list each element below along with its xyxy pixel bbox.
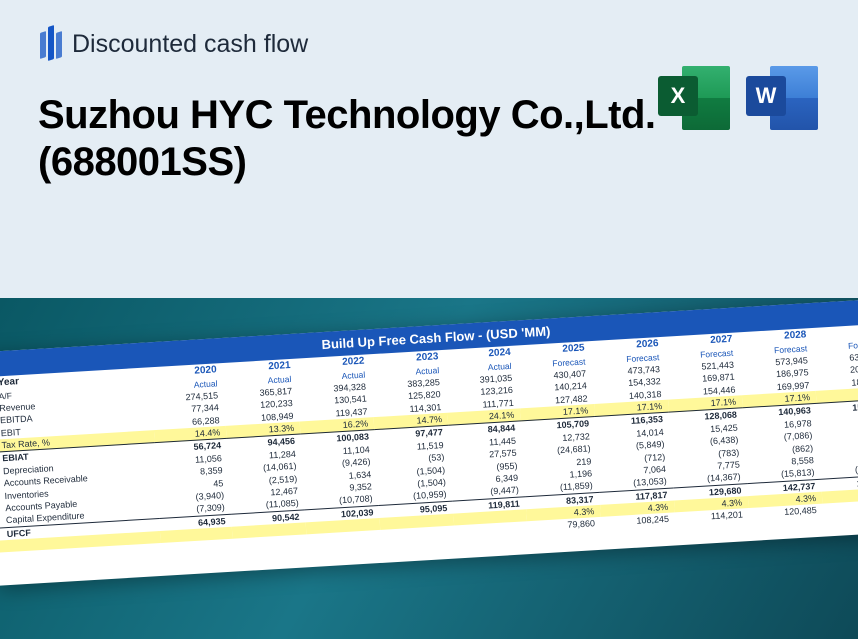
- word-icon-front: W: [746, 76, 786, 116]
- excel-icon[interactable]: X: [658, 62, 730, 134]
- header-panel: Discounted cash flow Suzhou HYC Technolo…: [0, 0, 858, 298]
- logo-text: Discounted cash flow: [72, 30, 308, 59]
- logo-row: Discounted cash flow: [38, 24, 820, 64]
- spreadsheet-preview-area: Build Up Free Cash Flow - (USD 'MM) Year…: [0, 298, 858, 639]
- logo-icon: [38, 24, 64, 64]
- spreadsheet-sheet: Build Up Free Cash Flow - (USD 'MM) Year…: [0, 299, 858, 586]
- company-title: Suzhou HYC Technology Co.,Ltd. (688001SS…: [38, 92, 658, 186]
- file-icons-group: X W: [658, 62, 818, 134]
- excel-icon-front: X: [658, 76, 698, 116]
- word-icon[interactable]: W: [746, 62, 818, 134]
